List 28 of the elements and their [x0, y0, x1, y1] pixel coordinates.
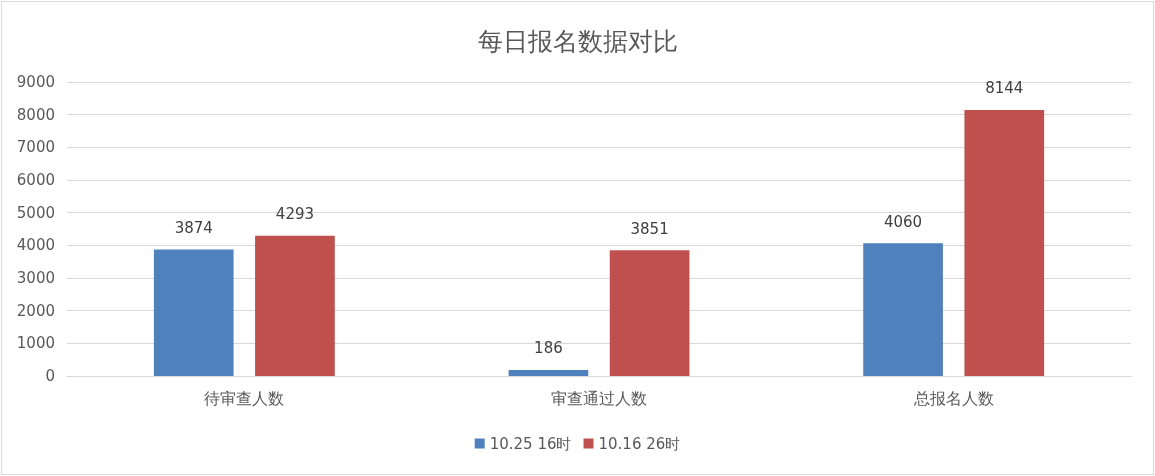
data-label: 3874 — [174, 218, 213, 237]
bar — [964, 109, 1045, 376]
bar — [609, 250, 690, 376]
y-tick-label: 3000 — [16, 269, 55, 287]
y-tick-label: 8000 — [16, 105, 55, 124]
bar — [255, 235, 335, 376]
data-label: 3851 — [630, 219, 669, 238]
data-label: 4293 — [275, 205, 315, 224]
data-label: 8144 — [985, 79, 1024, 98]
bar — [153, 249, 234, 376]
y-tick-label: 2000 — [16, 301, 55, 320]
bar — [863, 243, 943, 376]
data-label: 4060 — [883, 212, 923, 231]
legend-label: 10.25 16时 — [489, 434, 572, 453]
data-label: 186 — [534, 339, 563, 358]
chart-title: 每日报名数据对比 — [477, 27, 678, 56]
x-tick-label: 待审查人数 — [204, 388, 285, 408]
bar — [508, 369, 589, 376]
y-tick-label: 6000 — [16, 171, 55, 189]
y-tick-label: 0 — [45, 367, 55, 385]
legend-label: 10.16 26时 — [598, 434, 681, 453]
y-tick-label: 7000 — [16, 138, 55, 157]
y-tick-label: 1000 — [16, 334, 55, 353]
x-tick-label: 总报名人数 — [912, 388, 994, 408]
x-tick-label: 审查通过人数 — [551, 388, 647, 408]
y-tick-label: 4000 — [16, 236, 55, 255]
y-tick-label: 5000 — [16, 203, 55, 222]
y-tick-label: 9000 — [16, 73, 55, 91]
